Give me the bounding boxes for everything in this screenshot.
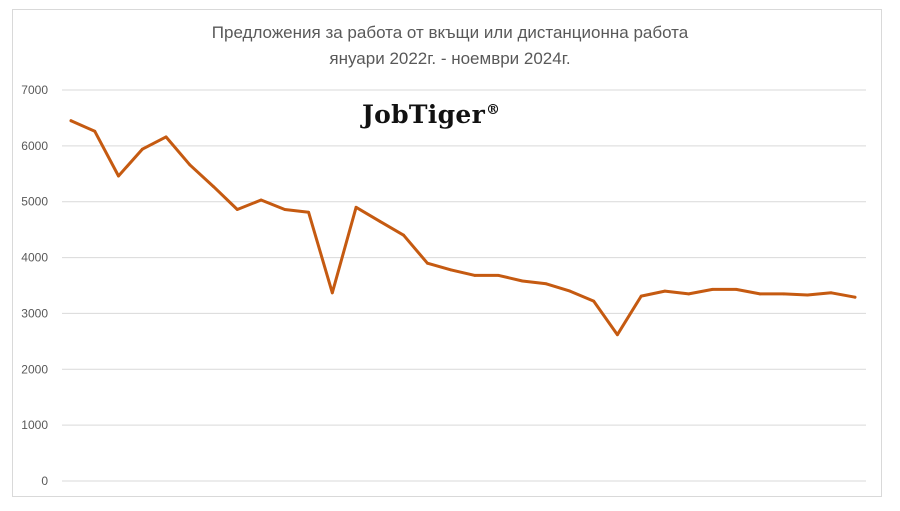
data-point [449, 268, 453, 272]
y-tick-label: 2000 [21, 362, 48, 376]
data-point [639, 294, 643, 298]
data-point [616, 333, 619, 337]
data-point [354, 205, 358, 209]
y-tick-label: 0 [41, 474, 48, 488]
data-point [69, 119, 73, 123]
data-point [663, 289, 667, 293]
data-point [806, 293, 809, 297]
jobtiger-logo: JobTiger® [362, 100, 500, 129]
series-line [69, 119, 857, 337]
data-point [117, 174, 120, 178]
data-point [568, 289, 572, 293]
data-point [711, 288, 714, 291]
y-tick-label: 5000 [21, 195, 48, 209]
data-point [497, 274, 500, 277]
data-point [544, 282, 548, 286]
data-point [853, 295, 857, 299]
data-point [473, 274, 477, 277]
data-point [140, 147, 144, 151]
data-point [330, 291, 334, 295]
y-tick-label: 7000 [21, 83, 48, 97]
y-tick-label: 3000 [21, 306, 48, 320]
chart-subtitle: януари 2022г. - ноември 2024г. [329, 49, 571, 68]
data-point [212, 185, 215, 189]
data-point [283, 208, 287, 211]
data-point [259, 198, 263, 202]
y-axis-ticks: 0 1000 2000 3000 4000 5000 6000 7000 [21, 83, 48, 488]
data-point [687, 292, 691, 296]
y-tick-label: 1000 [21, 418, 48, 432]
y-tick-label: 4000 [21, 251, 48, 265]
data-point [426, 261, 429, 265]
data-point [188, 163, 192, 167]
chart-title: Предложения за работа от вкъщи или диста… [211, 23, 689, 42]
y-tick-label: 6000 [21, 139, 48, 153]
gridlines [62, 89, 866, 482]
data-point [782, 292, 786, 296]
registered-mark: ® [486, 102, 501, 118]
series-group [69, 119, 857, 337]
data-point [307, 210, 310, 214]
data-point [378, 219, 382, 223]
data-point [758, 292, 762, 296]
logo-text: JobTiger [362, 100, 486, 129]
data-point [402, 233, 405, 237]
data-point [93, 129, 97, 133]
data-point [521, 279, 524, 283]
data-point [592, 299, 596, 303]
data-point [829, 291, 833, 295]
data-point [164, 135, 168, 139]
data-point [235, 208, 239, 211]
data-point [734, 288, 738, 291]
